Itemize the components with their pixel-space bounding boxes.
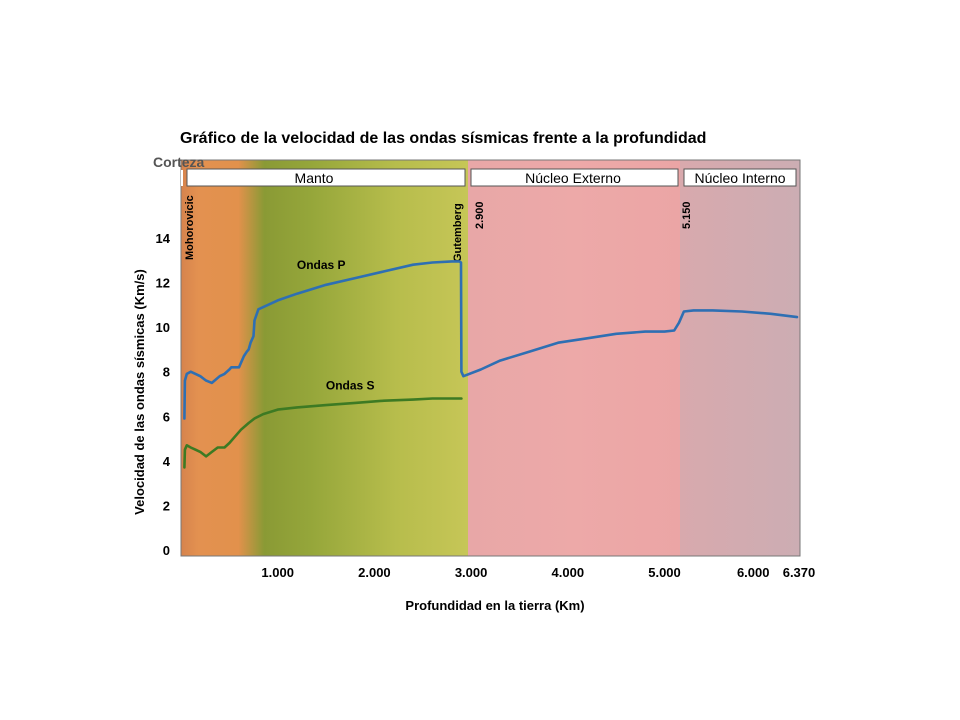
series-label-ondas-p: Ondas P — [297, 258, 346, 272]
boundary-annotations: Mohorovicic Gutemberg 2.900 5.150 — [184, 195, 693, 262]
series-labels: Ondas P Ondas S — [297, 258, 375, 392]
x-tick-label: 4.000 — [552, 565, 585, 580]
y-axis-label: Velocidad de las ondas sísmicas (Km/s) — [132, 269, 147, 515]
boundary-label-mohorovicic: Mohorovicic — [184, 195, 196, 260]
boundary-depth-5150: 5.150 — [681, 201, 693, 229]
layer-box-nucleo-externo — [470, 168, 679, 187]
y-tick-label: 6 — [163, 409, 170, 424]
y-axis-ticks: 0 2 4 6 8 10 12 14 — [156, 231, 171, 558]
y-tick-label: 12 — [156, 276, 170, 291]
boundary-depth-2900: 2.900 — [474, 201, 486, 229]
x-tick-label: 1.000 — [261, 565, 294, 580]
layer-box-manto — [186, 168, 466, 187]
x-tick-label: 3.000 — [455, 565, 488, 580]
chart-title: Gráfico de la velocidad de las ondas sís… — [180, 130, 706, 147]
layer-bg-manto — [181, 160, 468, 556]
layer-bg-nucleo-externo — [468, 160, 680, 556]
layer-label-nucleo-interno: Núcleo Interno — [694, 170, 785, 186]
y-tick-label: 2 — [163, 498, 170, 513]
series-line-ondas-s — [183, 397, 463, 469]
boundary-label-gutemberg: Gutemberg — [452, 203, 464, 262]
x-tick-label: 6.000 — [737, 565, 770, 580]
series-lines — [183, 260, 799, 469]
x-tick-label: 6.370 — [783, 565, 816, 580]
x-axis-label: Profundidad en la tierra (Km) — [405, 598, 584, 613]
y-tick-label: 14 — [156, 231, 171, 246]
layer-label-nucleo-externo: Núcleo Externo — [525, 170, 621, 186]
y-tick-label: 4 — [163, 454, 171, 469]
layer-box-nucleo-interno — [683, 168, 797, 187]
x-tick-label: 2.000 — [358, 565, 391, 580]
layer-bg-nucleo-interno — [680, 160, 800, 556]
layer-label-manto: Manto — [295, 170, 334, 186]
y-tick-label: 0 — [163, 543, 170, 558]
layer-label-corteza: Corteza — [153, 154, 205, 170]
y-tick-label: 8 — [163, 365, 170, 380]
x-tick-label: 5.000 — [648, 565, 681, 580]
plot-frame — [180, 159, 801, 557]
layer-backgrounds — [180, 159, 801, 557]
series-line-ondas-p — [183, 260, 799, 420]
y-tick-label: 10 — [156, 320, 170, 335]
layer-labels: Corteza Manto Núcleo Externo Núcleo Inte… — [153, 154, 797, 187]
x-axis-ticks: 1.000 2.000 3.000 4.000 5.000 6.000 6.370 — [261, 565, 815, 580]
series-label-ondas-s: Ondas S — [326, 379, 375, 393]
